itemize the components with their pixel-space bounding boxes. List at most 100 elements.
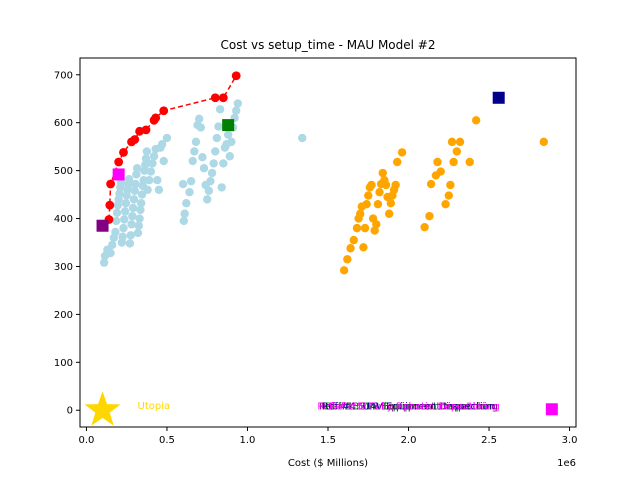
x-tick-label: 1.5: [320, 435, 336, 446]
data-point: [118, 232, 127, 241]
plot-area: [80, 58, 576, 427]
data-point: [120, 215, 129, 224]
data-point: [212, 133, 222, 143]
data-point: [339, 266, 349, 275]
data-point: [119, 223, 128, 233]
data-point: [425, 211, 434, 221]
axis-ticks: 0.0 0.5 1.0 1.5 2.0 2.5 3.0 0 100 200 300 400 500 600…: [54, 70, 578, 446]
data-point: [215, 105, 225, 114]
data-point: [106, 248, 115, 258]
plot-frame: [79, 57, 577, 428]
data-point: [444, 191, 453, 200]
y-tick-label: 100: [54, 358, 73, 369]
data-point: [441, 199, 450, 209]
x-tick-label: 1.0: [240, 435, 256, 446]
data-point: [112, 208, 122, 217]
y-tick-label: 700: [54, 70, 73, 81]
x-tick-label: 0.0: [78, 435, 94, 446]
data-point: [180, 209, 189, 218]
data-point: [391, 180, 400, 190]
x-tick-label: 3.0: [562, 435, 578, 446]
utopia-point: Utopia: [84, 391, 170, 426]
data-point: [135, 214, 144, 223]
reference-markers: [96, 91, 558, 416]
data-point: [132, 164, 142, 173]
data-point: [153, 176, 162, 185]
data-point: [199, 164, 209, 173]
data-point: [367, 180, 376, 190]
pareto-point: [130, 135, 140, 144]
reference-label: Ref #4: UAV Equipment Inspection: [322, 401, 495, 412]
data-point: [179, 216, 189, 226]
y-tick-label: 200: [54, 310, 73, 321]
data-point: [397, 148, 407, 157]
data-point: [356, 209, 365, 218]
data-point: [157, 140, 167, 149]
pareto-point: [218, 93, 228, 103]
data-point: [128, 211, 137, 221]
data-point: [452, 147, 462, 156]
data-point: [141, 160, 150, 170]
data-point: [162, 133, 172, 143]
data-point: [126, 231, 135, 240]
data-point: [130, 186, 139, 195]
x-axis-label: Cost ($ Millions): [288, 458, 368, 469]
data-point: [194, 114, 204, 124]
data-point: [465, 157, 474, 167]
data-point: [232, 106, 241, 115]
utopia-star: [84, 391, 121, 426]
data-point: [393, 157, 402, 167]
data-point: [219, 159, 228, 168]
data-point: [129, 195, 139, 204]
data-point: [142, 147, 152, 156]
data-point: [346, 244, 355, 253]
data-point: [131, 179, 140, 189]
data-point: [182, 199, 191, 208]
data-point: [190, 147, 199, 156]
data-point: [447, 137, 457, 147]
data-point: [196, 123, 205, 132]
reference-square-marker: [222, 119, 235, 132]
data-point: [378, 168, 387, 178]
data-point: [116, 178, 126, 187]
data-point: [111, 227, 120, 237]
data-point: [375, 187, 384, 197]
chart-title: Cost vs setup_time - MAU Model #2: [221, 38, 436, 52]
data-point: [203, 195, 212, 204]
data-point: [136, 199, 146, 208]
data-point: [127, 220, 136, 229]
data-point: [207, 168, 217, 178]
data-point: [209, 159, 218, 168]
data-point: [446, 180, 455, 190]
reference-label: Ref #3: VR Equipment Inspection: [325, 401, 492, 412]
data-point: [386, 199, 396, 208]
data-point: [99, 258, 109, 267]
data-point: [204, 186, 214, 195]
pareto-point: [141, 125, 151, 135]
data-point: [420, 222, 429, 232]
data-point: [146, 167, 156, 176]
data-point: [133, 228, 143, 238]
data-point: [112, 216, 121, 226]
data-point: [128, 203, 138, 213]
data-point: [145, 176, 154, 185]
data-point: [159, 156, 168, 166]
data-point: [225, 152, 234, 161]
orange-series: [339, 116, 548, 275]
data-point: [188, 156, 197, 166]
data-point: [178, 179, 188, 189]
data-point: [539, 137, 548, 147]
data-point: [125, 239, 135, 248]
data-point: [154, 185, 164, 194]
data-point: [364, 191, 373, 200]
data-point: [206, 176, 215, 186]
pareto-point: [151, 113, 161, 123]
data-point: [471, 116, 481, 125]
data-point: [433, 157, 442, 167]
pareto-point: [159, 106, 169, 116]
data-point: [233, 99, 243, 108]
pareto-point: [114, 157, 124, 167]
lightblue-series: [99, 99, 307, 267]
